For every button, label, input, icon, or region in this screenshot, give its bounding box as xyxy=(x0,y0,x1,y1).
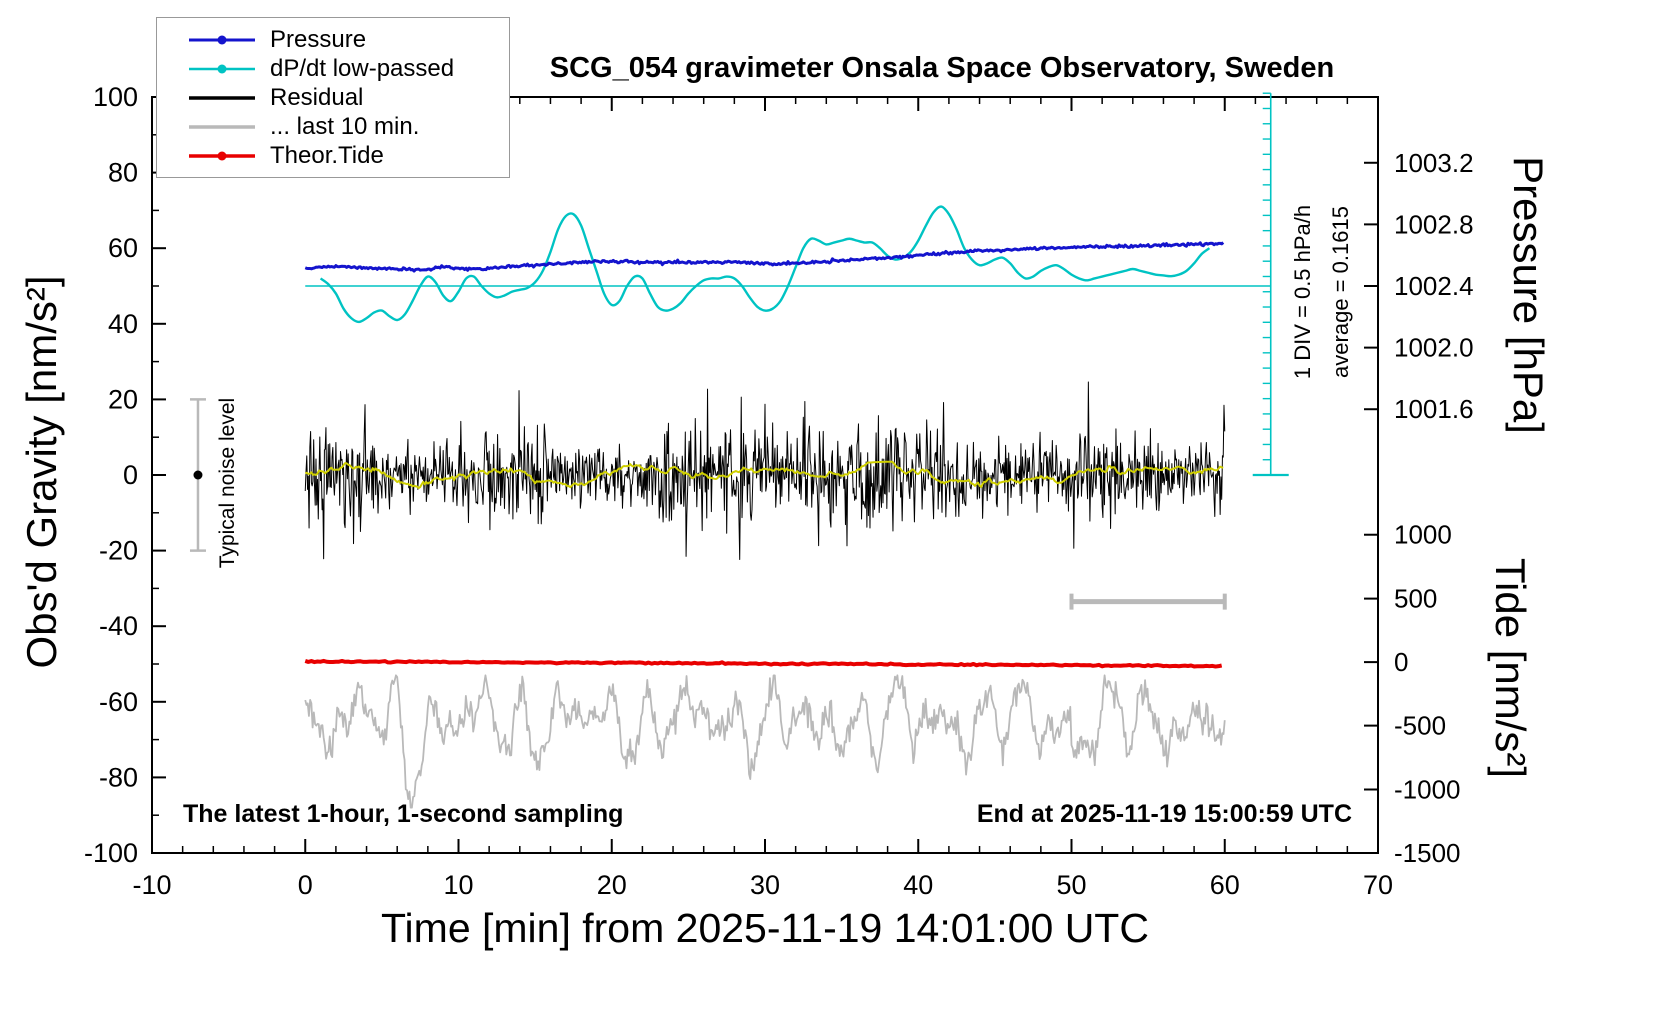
tick-label: 40 xyxy=(108,309,138,339)
noise-level-label: Typical noise level xyxy=(216,397,239,569)
legend-item-0: Pressure xyxy=(157,25,509,54)
tick-label: 10 xyxy=(443,870,473,900)
tick-label: 0 xyxy=(1394,647,1408,677)
y-axis-label-gravity: Obs'd Gravity [nm/s²] xyxy=(18,275,65,669)
tick-label: 0 xyxy=(298,870,313,900)
legend-swatch-3 xyxy=(189,124,255,129)
plot-frame xyxy=(151,96,1379,854)
x-axis-label: Time [min] from 2025-11-19 14:01:00 UTC xyxy=(381,905,1149,951)
series-last10 xyxy=(304,674,1226,809)
tick-label: 60 xyxy=(1210,870,1240,900)
tick-label: 80 xyxy=(108,158,138,188)
tick-label: -10 xyxy=(132,870,171,900)
end-time-note: End at 2025-11-19 15:00:59 UTC xyxy=(976,800,1352,828)
tick-label: -20 xyxy=(99,536,138,566)
chart-title: SCG_054 gravimeter Onsala Space Observat… xyxy=(549,52,1335,84)
legend-label-1: dP/dt low-passed xyxy=(270,54,455,82)
tick-label: -1000 xyxy=(1394,774,1461,804)
tick-label: 1002.8 xyxy=(1394,209,1474,239)
tick-label: 0 xyxy=(123,460,138,490)
tick-label: -40 xyxy=(99,611,138,641)
tick-label: 30 xyxy=(750,870,780,900)
tick-label: 20 xyxy=(597,870,627,900)
legend-item-2: Residual xyxy=(157,83,509,112)
legend: Pressure dP/dt low-passed Residual... last… xyxy=(156,17,510,178)
legend-swatch-2 xyxy=(189,95,255,100)
series-group xyxy=(304,205,1226,809)
y-axis-label-pressure: Pressure [hPa] xyxy=(1505,156,1552,434)
tick-label: 1001.6 xyxy=(1394,394,1474,424)
legend-item-3: ... last 10 min. xyxy=(157,112,509,141)
series-residual-lowpass xyxy=(304,460,1224,490)
tick-label: 1003.2 xyxy=(1394,148,1474,178)
sampling-note: The latest 1-hour, 1-second sampling xyxy=(183,800,624,828)
legend-label-3: ... last 10 min. xyxy=(270,112,420,140)
tick-label: -80 xyxy=(99,762,138,792)
series-dpdt xyxy=(319,205,1211,324)
legend-swatch-1 xyxy=(189,64,255,73)
legend-item-4: Theor.Tide xyxy=(157,141,509,170)
tick-label: 50 xyxy=(1056,870,1086,900)
legend-swatch-0 xyxy=(189,35,255,44)
legend-item-1: dP/dt low-passed xyxy=(157,54,509,83)
series-residual xyxy=(304,381,1226,561)
legend-label-0: Pressure xyxy=(270,25,367,53)
tick-label: 1002.0 xyxy=(1394,333,1474,363)
tick-label: 1000 xyxy=(1394,520,1452,550)
tick-label: -1500 xyxy=(1394,838,1461,868)
legend-swatch-4 xyxy=(189,151,255,160)
tick-label: 40 xyxy=(903,870,933,900)
tick-label: -60 xyxy=(99,687,138,717)
average-note: average = 0.1615 xyxy=(1328,206,1353,378)
tick-label: 1002.4 xyxy=(1394,271,1474,301)
y-axis-label-tide: Tide [nm/s²] xyxy=(1487,557,1534,779)
tick-label: 500 xyxy=(1394,584,1437,614)
tick-label: -100 xyxy=(84,838,138,868)
legend-label-4: Theor.Tide xyxy=(270,141,384,169)
tick-label: -500 xyxy=(1394,711,1446,741)
tick-label: 20 xyxy=(108,384,138,414)
tick-label: 70 xyxy=(1363,870,1393,900)
tick-label: 60 xyxy=(108,233,138,263)
series-pressure xyxy=(304,241,1225,273)
noise-level-dot xyxy=(193,470,203,480)
series-tide xyxy=(304,658,1223,669)
tick-label: 100 xyxy=(93,82,138,112)
legend-label-2: Residual xyxy=(270,83,364,111)
div-scale-note: 1 DIV = 0.5 hPa/h xyxy=(1290,204,1315,380)
